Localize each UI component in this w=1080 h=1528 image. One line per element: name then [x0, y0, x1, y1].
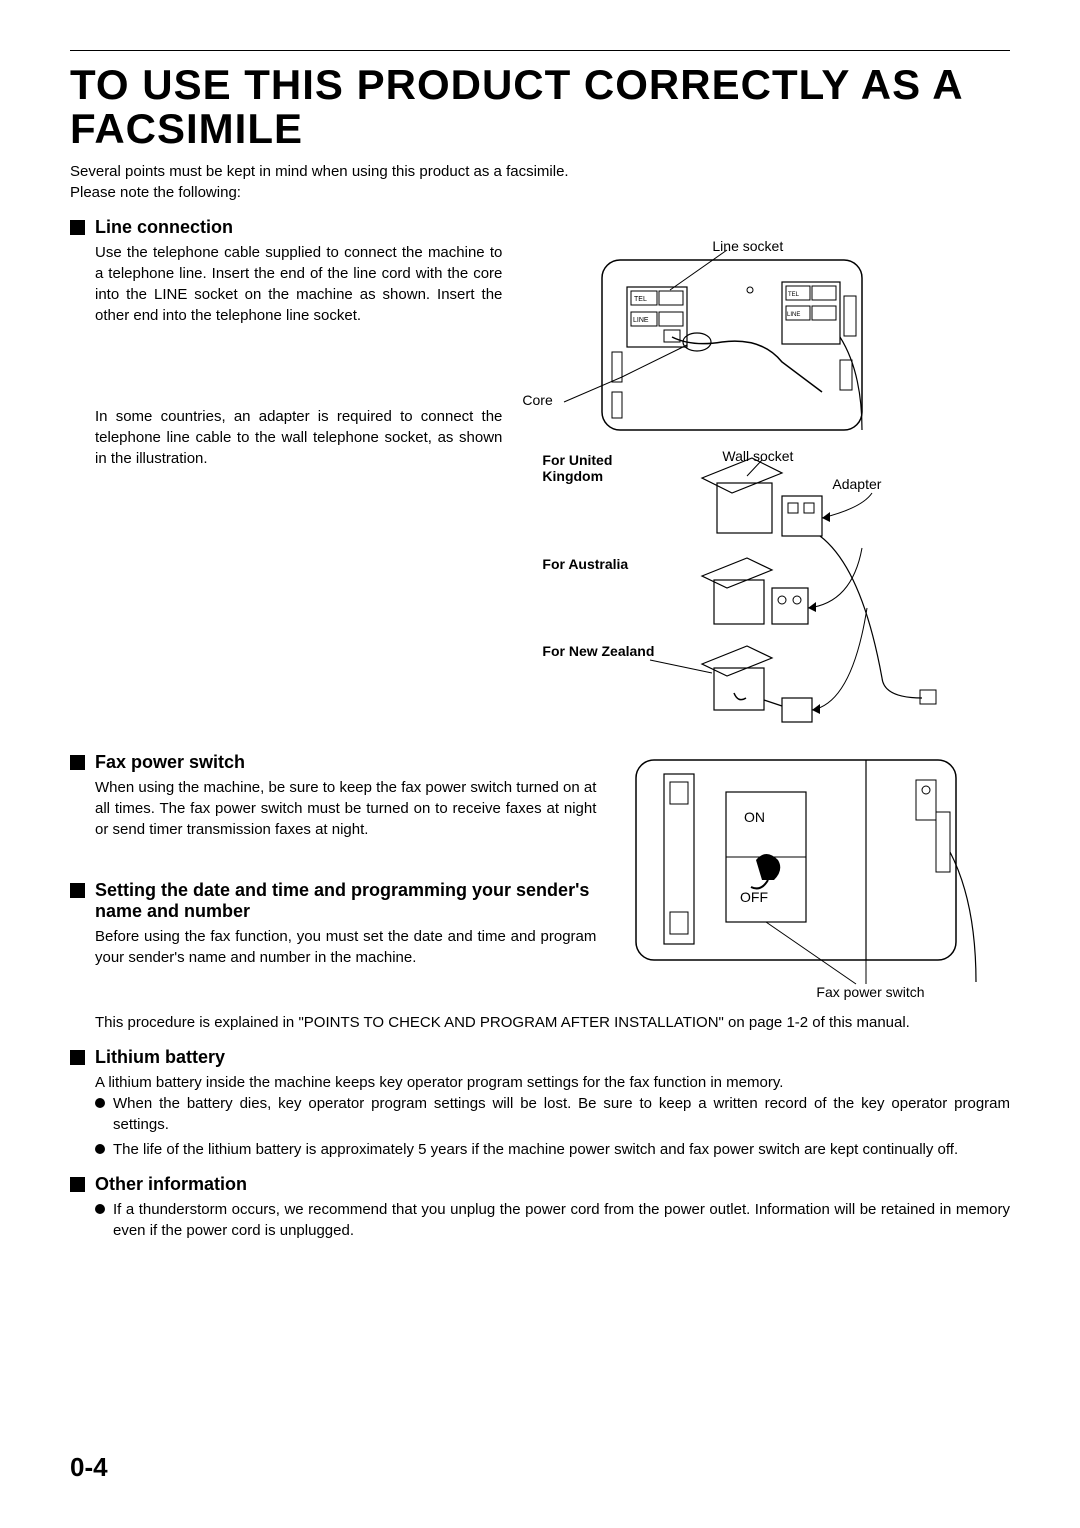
- intro-text: Several points must be kept in mind when…: [70, 161, 1010, 203]
- lithium-para: A lithium battery inside the machine kee…: [95, 1072, 1010, 1093]
- bullet-square-icon: [70, 1050, 85, 1065]
- section-title-lithium: Lithium battery: [95, 1047, 225, 1068]
- section-title-date-time: Setting the date and time and programmin…: [95, 880, 596, 922]
- line-socket-diagram: TEL LINE TEL LINE: [522, 242, 962, 442]
- svg-text:TEL: TEL: [634, 296, 647, 303]
- section-other: Other information If a thunderstorm occu…: [70, 1174, 1010, 1241]
- lithium-bullets: When the battery dies, key operator prog…: [95, 1093, 1010, 1160]
- section-line-connection: Line connection Use the telephone cable …: [70, 217, 1010, 738]
- intro-line-2: Please note the following:: [70, 182, 1010, 203]
- bullet-square-icon: [70, 220, 85, 235]
- line-connection-figure: Line socket TEL LINE TEL: [522, 242, 1010, 738]
- bullet-square-icon: [70, 1177, 85, 1192]
- line-connection-para2: In some countries, an adapter is require…: [95, 406, 502, 469]
- label-adapter: Adapter: [832, 476, 881, 492]
- fax-power-switch-diagram: ON OFF: [616, 752, 996, 1012]
- label-australia: For Australia: [542, 556, 628, 572]
- label-line-socket: Line socket: [712, 238, 783, 254]
- section-title-other: Other information: [95, 1174, 247, 1195]
- fax-power-para: When using the machine, be sure to keep …: [95, 777, 596, 840]
- label-core: Core: [522, 392, 552, 408]
- intro-line-1: Several points must be kept in mind when…: [70, 161, 1010, 182]
- adapter-diagram: [522, 448, 962, 738]
- label-wall-socket: Wall socket: [722, 448, 793, 464]
- page-number: 0-4: [70, 1452, 108, 1483]
- list-item: The life of the lithium battery is appro…: [95, 1139, 1010, 1160]
- section-title-line-connection: Line connection: [95, 217, 233, 238]
- section-fax-power: Fax power switch When using the machine,…: [70, 752, 1010, 1033]
- top-rule: [70, 50, 1010, 51]
- list-item: When the battery dies, key operator prog…: [95, 1093, 1010, 1135]
- list-item: If a thunderstorm occurs, we recommend t…: [95, 1199, 1010, 1241]
- svg-text:TEL: TEL: [788, 292, 800, 298]
- section-lithium: Lithium battery A lithium battery inside…: [70, 1047, 1010, 1160]
- label-uk: For United Kingdom: [542, 452, 642, 484]
- date-time-para2: This procedure is explained in "POINTS T…: [95, 1012, 1010, 1033]
- bullet-square-icon: [70, 883, 85, 898]
- label-off: OFF: [740, 889, 768, 905]
- line-connection-para1: Use the telephone cable supplied to conn…: [95, 242, 502, 326]
- label-fax-power-switch: Fax power switch: [816, 984, 924, 1000]
- svg-text:LINE: LINE: [787, 312, 800, 318]
- section-title-fax-power: Fax power switch: [95, 752, 245, 773]
- page-title: TO USE THIS PRODUCT CORRECTLY AS A FACSI…: [70, 63, 1010, 151]
- date-time-para1: Before using the fax function, you must …: [95, 926, 596, 968]
- other-bullets: If a thunderstorm occurs, we recommend t…: [95, 1199, 1010, 1241]
- bullet-square-icon: [70, 755, 85, 770]
- label-on: ON: [744, 809, 765, 825]
- label-nz: For New Zealand: [542, 643, 654, 659]
- svg-text:LINE: LINE: [633, 317, 649, 324]
